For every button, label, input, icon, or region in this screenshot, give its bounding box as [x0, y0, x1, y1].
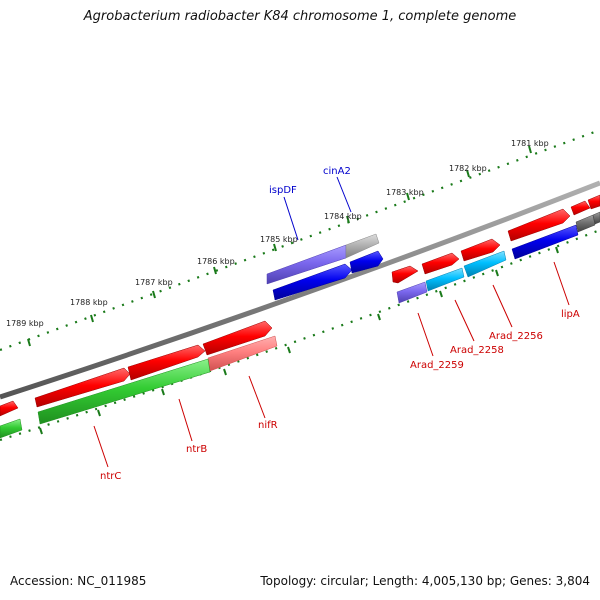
- inner-scale-major-ticks: [39, 246, 559, 435]
- outer-scale: [0, 128, 600, 352]
- reverse-strand-genes: [0, 211, 600, 439]
- genome-backbone: [0, 180, 600, 400]
- map-title: Agrobacterium radiobacter K84 chromosome…: [83, 9, 517, 24]
- inner-scale: [0, 228, 600, 442]
- gene-reverse-Arad_2259[interactable]: [396, 281, 428, 304]
- leader-Arad_2259: [417, 312, 434, 357]
- gene-reverse-Arad_2256[interactable]: [463, 250, 507, 278]
- outer-scale-major-ticks: [27, 145, 532, 347]
- gene-label-ispDF[interactable]: ispDF: [269, 185, 297, 196]
- gene-label-nifR[interactable]: nifR: [258, 420, 278, 431]
- leader-nifR: [248, 375, 266, 419]
- leader-cinA2: [336, 176, 352, 213]
- gene-forward-6[interactable]: [460, 238, 501, 262]
- scale-label-1789: 1789 kbp: [6, 319, 44, 328]
- leader-lipA: [553, 261, 570, 306]
- gene-forward-8[interactable]: [570, 200, 591, 216]
- gene-label-ntrC[interactable]: ntrC: [100, 471, 121, 482]
- gene-label-Arad_2259[interactable]: Arad_2259: [410, 360, 464, 371]
- topology-text: Topology: circular; Length: 4,005,130 bp…: [260, 574, 590, 588]
- forward-strand-genes: [0, 194, 600, 417]
- gene-label-Arad_2256[interactable]: Arad_2256: [489, 331, 543, 342]
- outer-scale-arc: [0, 128, 600, 352]
- gene-reverse-lipA[interactable]: [511, 224, 579, 260]
- gene-label-lipA[interactable]: lipA: [561, 309, 580, 320]
- gene-forward-7[interactable]: [507, 208, 571, 242]
- gene-forward-2[interactable]: [127, 344, 206, 381]
- gene-reverse-left-edge[interactable]: [0, 418, 23, 439]
- gene-forward-1[interactable]: [34, 367, 131, 408]
- gene-reverse-Arad_2258[interactable]: [425, 267, 465, 292]
- scale-labels: 1781 kbp 1782 kbp 1783 kbp 1784 kbp 1785…: [6, 139, 549, 328]
- gene-reverse-grey[interactable]: [575, 214, 596, 233]
- gene-reverse-edge[interactable]: [592, 211, 600, 225]
- scale-label-1785: 1785 kbp: [260, 235, 298, 244]
- leader-ntrC: [93, 425, 109, 468]
- scale-label-1782: 1782 kbp: [449, 164, 487, 173]
- gene-forward-9[interactable]: [587, 194, 600, 210]
- leader-Arad_2256: [492, 284, 513, 328]
- gene-label-ntrB[interactable]: ntrB: [186, 444, 207, 455]
- scale-label-1786: 1786 kbp: [197, 257, 235, 266]
- gene-forward-5[interactable]: [421, 252, 460, 275]
- scale-label-1783: 1783 kbp: [386, 188, 424, 197]
- gene-forward-4[interactable]: [391, 265, 419, 284]
- gene-reverse-ispDF-partner[interactable]: [272, 263, 353, 301]
- leader-ntrB: [178, 398, 193, 442]
- leader-ispDF: [283, 196, 299, 241]
- scale-label-1787: 1787 kbp: [135, 278, 173, 287]
- gene-forward-3[interactable]: [202, 320, 273, 356]
- scale-label-1784: 1784 kbp: [324, 212, 362, 221]
- gene-forward-left-edge[interactable]: [0, 400, 19, 417]
- gene-reverse-ntrC[interactable]: [37, 358, 211, 425]
- gene-labels: ispDF cinA2 lipA Arad_2256 Arad_2258 Ara…: [100, 166, 580, 482]
- accession-text: Accession: NC_011985: [10, 574, 147, 588]
- gene-label-Arad_2258[interactable]: Arad_2258: [450, 345, 504, 356]
- scale-label-1781: 1781 kbp: [511, 139, 549, 148]
- gene-forward-cinA2[interactable]: [345, 233, 380, 259]
- scale-label-1788: 1788 kbp: [70, 298, 108, 307]
- leader-Arad_2258: [454, 299, 475, 342]
- gene-reverse-cinA2-partner[interactable]: [349, 250, 384, 274]
- label-leader-lines: [93, 176, 570, 468]
- gene-label-cinA2[interactable]: cinA2: [323, 166, 351, 177]
